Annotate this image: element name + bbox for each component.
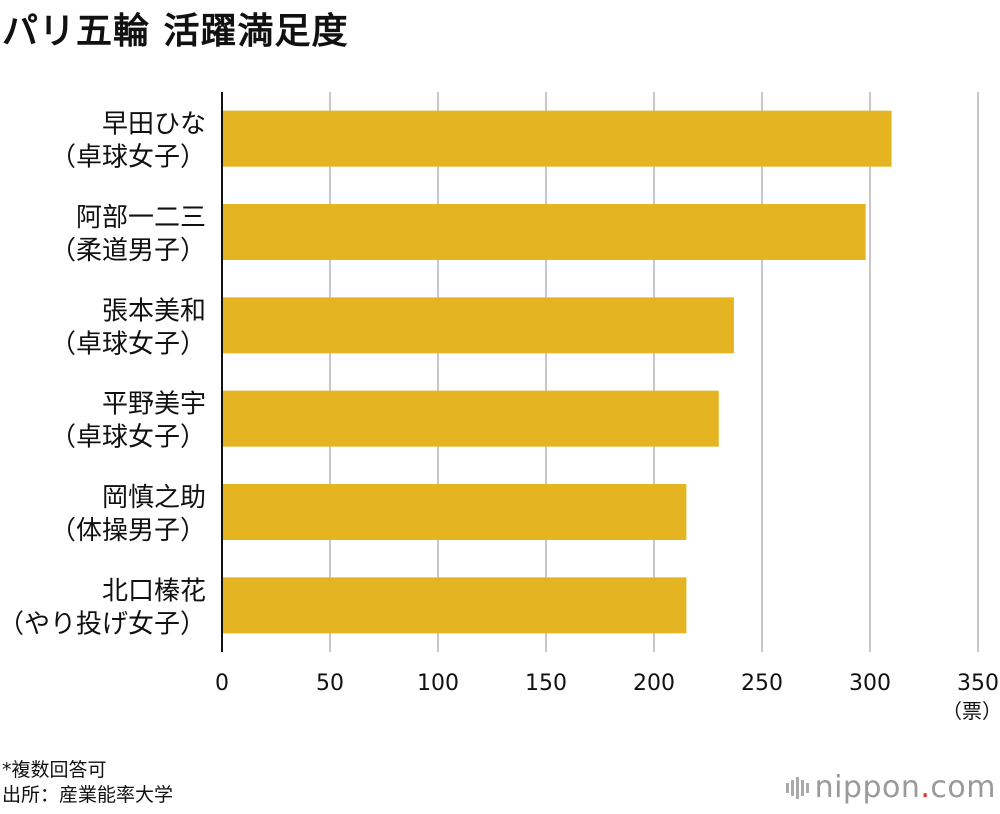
- logo-text: nippon.com: [815, 770, 996, 805]
- x-tick-label: 0: [215, 671, 229, 696]
- footnote-multiple-answers: *複数回答可: [2, 759, 107, 781]
- chart-title: パリ五輪 活躍満足度: [2, 11, 349, 52]
- bar: [222, 297, 734, 354]
- footnote-source: 出所：産業能率大学: [2, 784, 174, 806]
- logo-text-main: nippon: [814, 770, 921, 805]
- category-label: 岡慎之助: [102, 483, 206, 513]
- x-tick-label: 200: [633, 671, 675, 696]
- category-label: 張本美和: [102, 296, 206, 326]
- x-tick-label: 50: [316, 671, 344, 696]
- x-unit-label: （票）: [942, 699, 1000, 723]
- category-label: （卓球女子）: [50, 329, 206, 359]
- category-label: 北口榛花: [102, 576, 206, 606]
- logo-text-tld: com: [930, 770, 996, 805]
- x-tick-label: 100: [417, 671, 459, 696]
- logo-dot: .: [920, 770, 931, 805]
- bar: [222, 204, 866, 260]
- category-label: （体操男子）: [50, 516, 206, 546]
- x-tick-label: 350: [957, 671, 999, 696]
- logo-bars-icon: [785, 774, 809, 802]
- x-tick-label: 150: [525, 671, 567, 696]
- x-tick-label: 250: [741, 671, 783, 696]
- category-label: （卓球女子）: [50, 423, 206, 453]
- x-tick-label: 300: [849, 671, 891, 696]
- category-label: 早田ひな: [102, 110, 206, 140]
- category-label: （柔道男子）: [50, 236, 206, 266]
- bar: [222, 577, 687, 634]
- category-label: （卓球女子）: [50, 143, 206, 173]
- bar: [222, 484, 687, 540]
- bar: [222, 390, 719, 447]
- category-label: （やり投げ女子）: [0, 609, 206, 639]
- category-label: 阿部一二三: [76, 203, 206, 233]
- category-label: 平野美宇: [102, 390, 206, 420]
- nippon-com-logo: nippon.com: [785, 770, 996, 805]
- bar: [222, 110, 892, 167]
